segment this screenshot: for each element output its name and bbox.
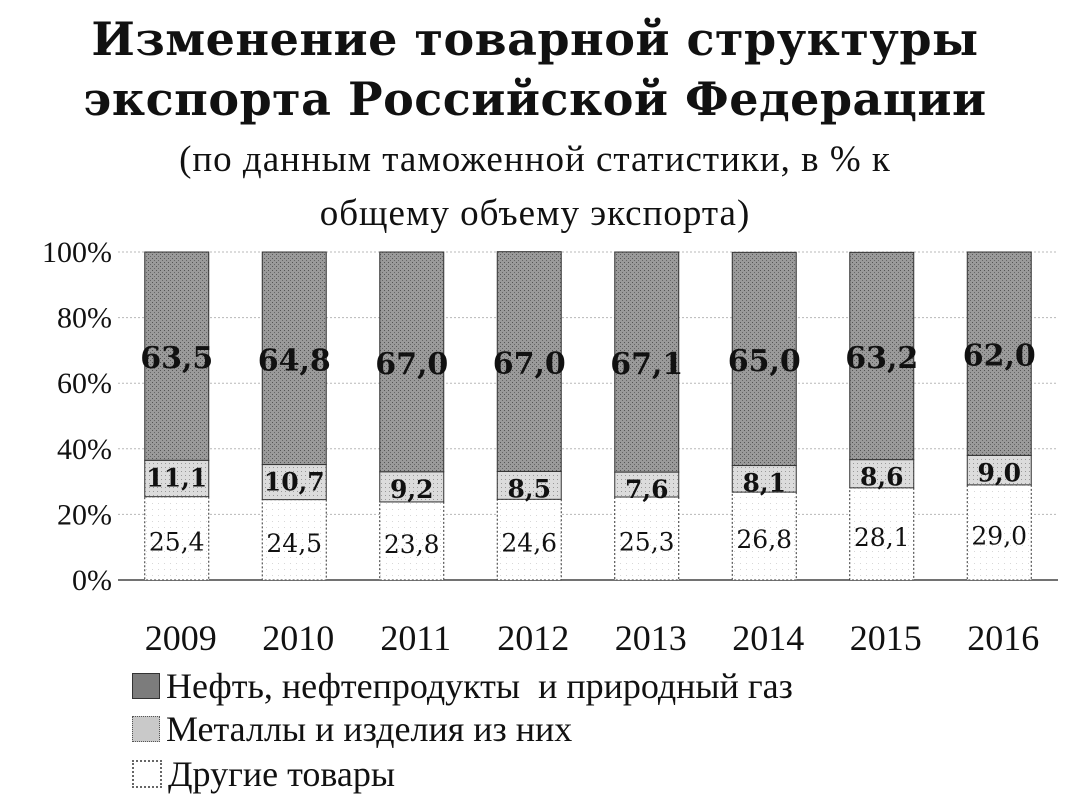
bar-segment (614, 496, 680, 581)
x-tick-label: 2013 (615, 618, 687, 658)
bar-segment (849, 459, 915, 489)
data-label: 8,6 (860, 463, 904, 492)
data-label: 25,4 (149, 527, 205, 556)
chart-subtitle-line-2: общему объему экспорта) (319, 193, 751, 234)
data-label: 10,7 (264, 468, 325, 497)
bar-segment (614, 251, 680, 473)
x-tick-label: 2009 (145, 618, 217, 658)
data-label: 67,0 (493, 347, 566, 382)
data-label: 8,5 (508, 474, 552, 503)
legend-item-metals: Металлы и изделия из них (132, 711, 572, 747)
x-tick-label: 2012 (497, 618, 569, 658)
data-label: 23,8 (384, 530, 440, 559)
x-tick-label: 2015 (850, 618, 922, 658)
bar-segment (144, 459, 210, 498)
chart-subtitle-line-1: (по данным таможенной статистики, в % к (179, 139, 891, 180)
legend-swatch-metals (132, 716, 160, 742)
data-label: 62,0 (963, 339, 1036, 374)
data-label: 9,2 (390, 475, 434, 504)
bar-segment (731, 491, 797, 581)
data-label: 8,1 (743, 469, 787, 498)
data-label: 28,1 (854, 523, 910, 552)
x-tick-label: 2014 (732, 618, 804, 658)
y-tick-label: 20% (57, 498, 112, 531)
bar-segment (261, 464, 327, 501)
x-tick-label: 2011 (380, 618, 451, 658)
data-label: 9,0 (978, 458, 1022, 487)
bar-segment (614, 471, 680, 498)
y-tick-label: 100% (42, 236, 112, 269)
data-label: 24,5 (266, 529, 322, 558)
data-label: 29,0 (971, 521, 1027, 550)
legend-swatch-other (132, 760, 162, 788)
bar-segment (966, 251, 1032, 456)
bar-segment (496, 470, 562, 500)
y-tick-label: 80% (57, 302, 112, 335)
legend-label-other: Другие товары (168, 754, 396, 794)
chart-title-line-1: Изменение товарной структуры (91, 12, 979, 66)
stacked-bar-chart: 0% 20% 40% 60% 80% 100% 25,4 11,1 63,5 2009 24,5 10… (42, 236, 1058, 658)
data-label: 11,1 (146, 463, 207, 492)
data-label: 63,2 (845, 341, 918, 376)
data-label: 7,6 (625, 475, 669, 504)
bar-segment (731, 465, 797, 493)
bar-segment (849, 251, 915, 461)
bar-segment (379, 501, 445, 581)
bar-segment (496, 251, 562, 472)
bar-segment (849, 487, 915, 581)
legend-item-other: Другие товары (132, 756, 395, 792)
data-label: 64,8 (258, 343, 331, 378)
bar-segment (379, 251, 445, 473)
bar-segment (966, 454, 1032, 486)
data-label: 63,5 (140, 341, 213, 376)
legend-label-metals: Металлы и изделия из них (166, 709, 573, 749)
data-label: 67,0 (375, 347, 448, 382)
data-label: 26,8 (736, 525, 792, 554)
bar-segment (379, 471, 445, 503)
chart-title-line-2: экспорта Российской Федерации (83, 72, 987, 126)
legend-item-oil: Нефть, нефтепродукты и природный газ (132, 668, 793, 704)
x-tick-label: 2016 (967, 618, 1039, 658)
y-tick-label: 40% (57, 433, 112, 466)
bar-segment (261, 251, 327, 466)
legend-swatch-oil (132, 673, 160, 699)
data-label: 24,6 (501, 529, 557, 558)
legend-label-oil: Нефть, нефтепродукты и природный газ (166, 666, 793, 706)
data-label: 67,1 (610, 347, 683, 382)
data-label: 25,3 (619, 528, 675, 557)
data-label: 65,0 (728, 344, 801, 379)
x-tick-label: 2010 (262, 618, 334, 658)
y-tick-label: 0% (72, 564, 112, 597)
bar-segment (144, 496, 210, 581)
y-tick-label: 60% (57, 367, 112, 400)
bar-segment (144, 251, 210, 461)
bar-segment (261, 499, 327, 581)
bar-segment (731, 251, 797, 467)
